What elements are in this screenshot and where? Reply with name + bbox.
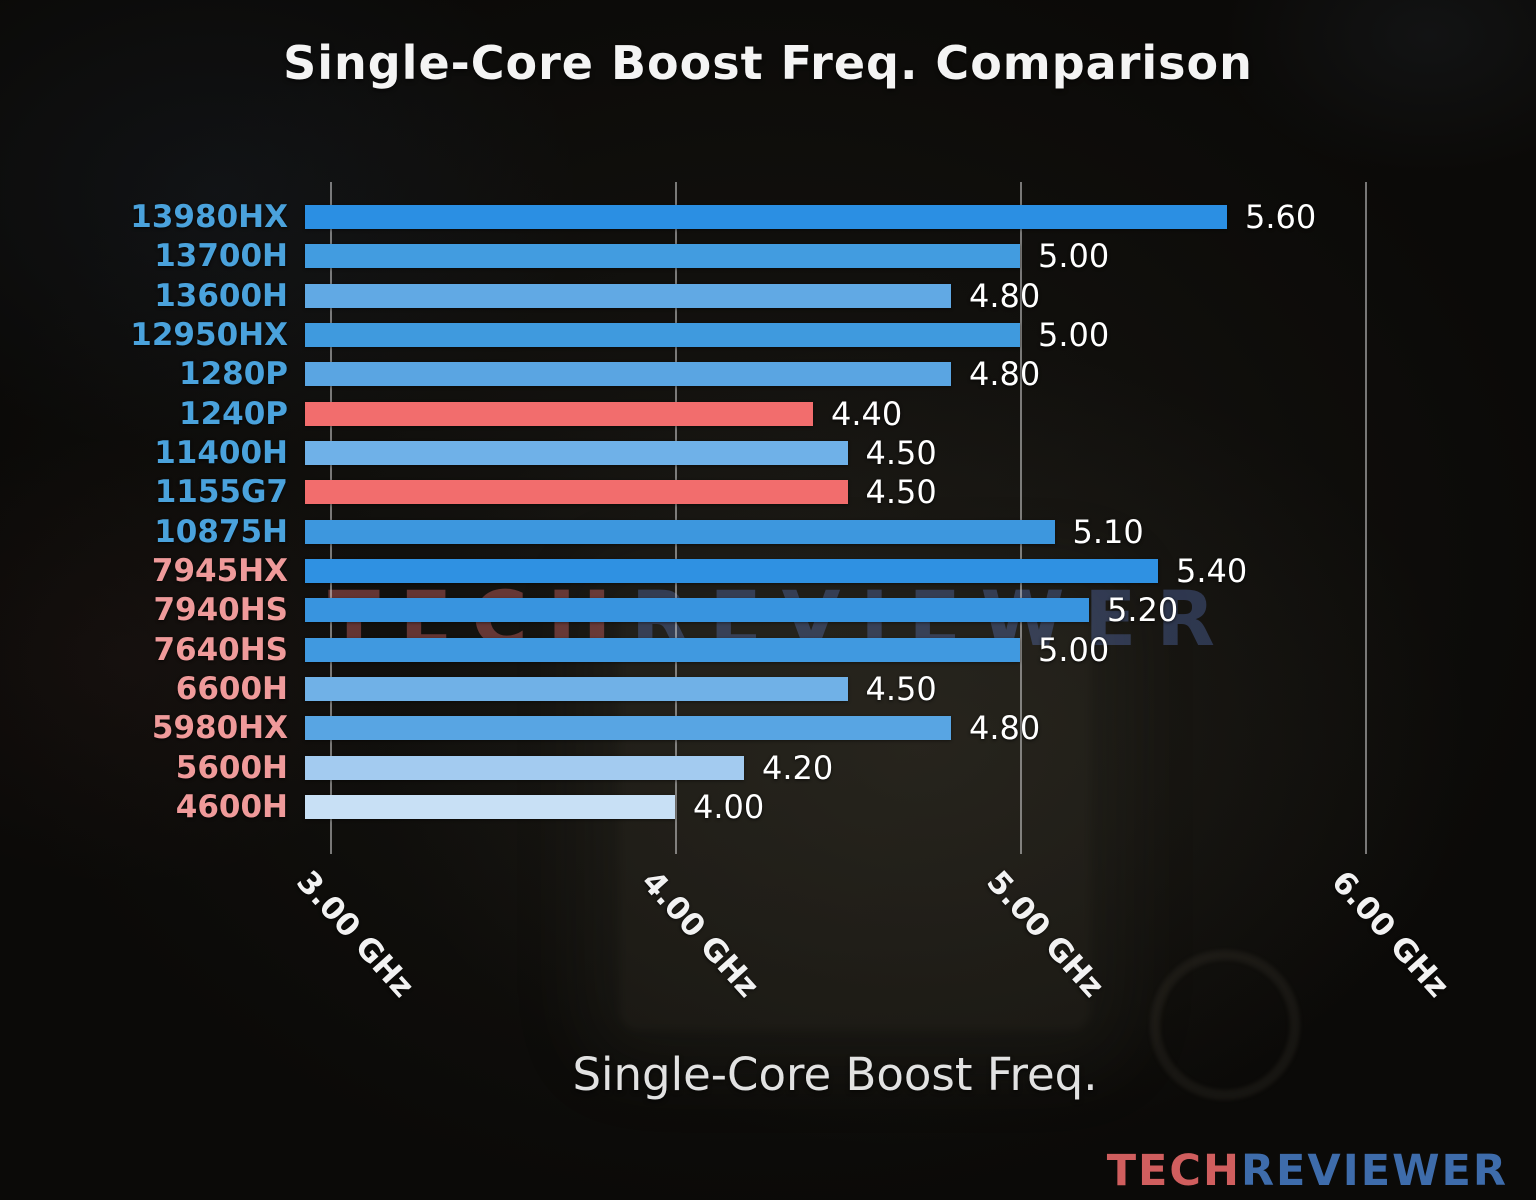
category-label: 11400H	[154, 434, 288, 471]
category-label: 13700H	[154, 238, 288, 275]
logo-reviewer: REVIEWER	[1240, 1146, 1508, 1196]
gridline	[1020, 182, 1022, 854]
cpu-photo-shape	[620, 600, 1090, 1030]
x-axis-title: Single-Core Boost Freq.	[572, 1048, 1098, 1101]
bar	[305, 519, 1055, 544]
category-label: 1155G7	[154, 474, 288, 511]
bar	[305, 244, 1020, 269]
value-label: 5.00	[1038, 315, 1110, 354]
bar	[305, 283, 951, 308]
category-label: 7945HX	[151, 552, 288, 589]
bar	[305, 440, 848, 465]
category-label: 7940HS	[153, 592, 288, 629]
value-label: 5.10	[1072, 512, 1144, 551]
value-label: 4.50	[865, 473, 937, 512]
gridline	[1365, 182, 1367, 854]
value-label: 4.50	[865, 433, 937, 472]
logo-tech: TECH	[1106, 1146, 1241, 1196]
category-label: 1280P	[179, 356, 288, 393]
x-tick-label: 5.00 GHz	[979, 864, 1111, 1005]
category-label: 1240P	[179, 395, 288, 432]
value-label: 5.60	[1245, 198, 1317, 236]
category-label: 6600H	[175, 670, 288, 707]
value-label: 4.20	[762, 748, 834, 787]
bar	[305, 322, 1020, 347]
value-label: 4.50	[865, 669, 937, 708]
value-label: 5.20	[1107, 591, 1179, 630]
value-label: 5.00	[1038, 630, 1110, 669]
gridline	[330, 182, 332, 854]
value-label: 5.40	[1176, 551, 1248, 590]
category-label: 10875H	[154, 513, 288, 550]
bar	[305, 755, 744, 780]
bar	[305, 676, 848, 701]
bar	[305, 480, 848, 505]
value-label: 5.00	[1038, 237, 1110, 276]
value-label: 4.00	[693, 787, 765, 826]
chart-title: Single-Core Boost Freq. Comparison	[283, 36, 1253, 90]
category-label: 5980HX	[151, 710, 288, 747]
x-tick-label: 4.00 GHz	[634, 864, 766, 1005]
category-label: 7640HS	[153, 631, 288, 668]
category-label: 12950HX	[130, 316, 288, 353]
bar	[305, 598, 1089, 623]
category-label: 13600H	[154, 277, 288, 314]
bar	[305, 362, 951, 387]
bar	[305, 637, 1020, 662]
bar	[305, 401, 813, 426]
category-label: 4600H	[175, 788, 288, 825]
value-label: 4.80	[969, 355, 1041, 394]
category-label: 13980HX	[130, 199, 288, 235]
bar	[305, 794, 675, 819]
value-label: 4.80	[969, 276, 1041, 315]
value-label: 4.80	[969, 709, 1041, 748]
bar	[305, 558, 1158, 583]
x-tick-label: 6.00 GHz	[1324, 864, 1456, 1005]
plot-area: 3.00 GHz 4.00 GHz 5.00 GHz 6.00 GHz 13980HX 5…	[0, 180, 1536, 1200]
category-label: 5600H	[175, 749, 288, 786]
bar	[305, 716, 951, 741]
value-label: 4.40	[831, 394, 903, 433]
techreviewer-logo: TECHREVIEWER	[1107, 1146, 1508, 1196]
x-tick-label: 3.00 GHz	[289, 864, 421, 1005]
bar	[305, 205, 1227, 229]
socket-ring-shape	[1150, 950, 1300, 1100]
gridline	[675, 182, 677, 854]
